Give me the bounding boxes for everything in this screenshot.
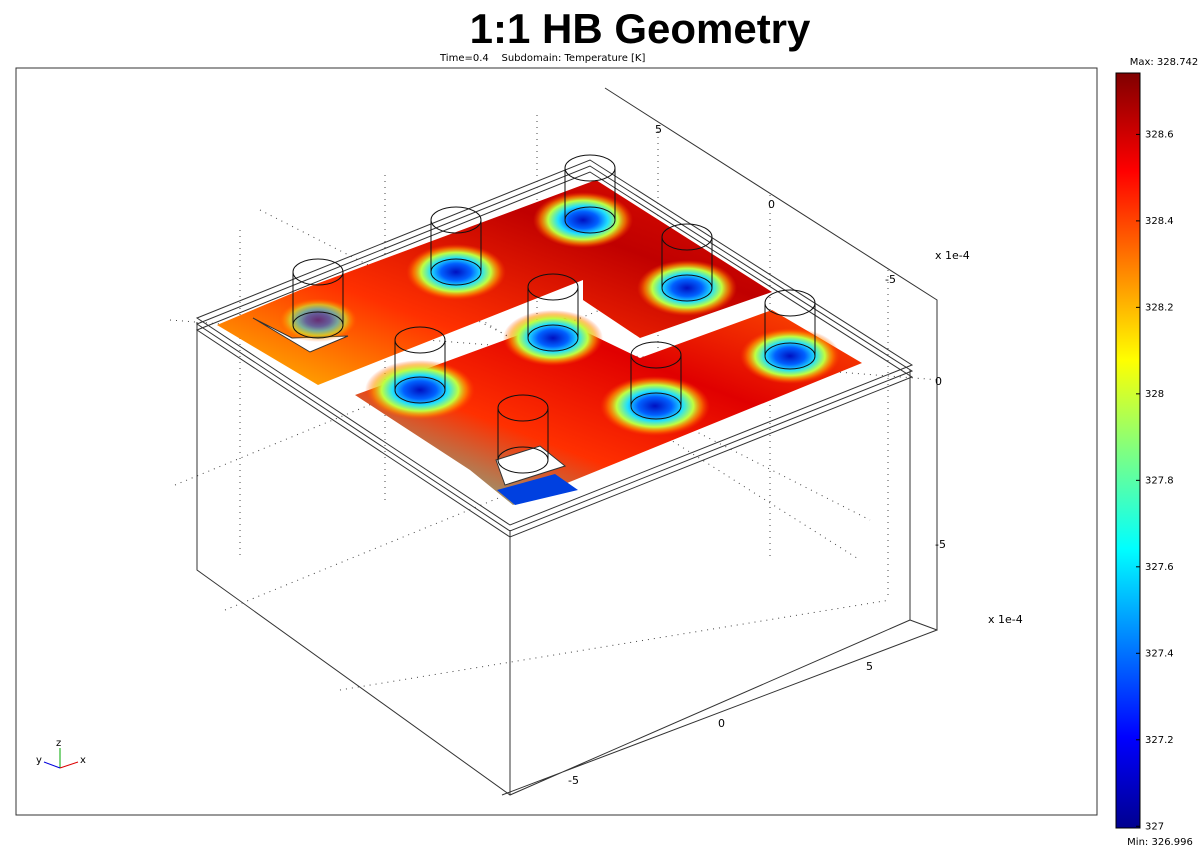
triad-label: z <box>56 738 61 749</box>
colorbar-tick-label: 327.6 <box>1145 562 1174 573</box>
colorbar <box>1116 73 1140 828</box>
colorbar-tick-label: 328.4 <box>1145 216 1174 227</box>
axis-tick: 5 <box>866 660 873 673</box>
colorbar-tick-label: 327.8 <box>1145 475 1174 486</box>
colorbar-tick-label: 327.2 <box>1145 735 1174 746</box>
axis-tick: 0 <box>935 375 942 388</box>
axis-scale: x 1e-4 <box>935 249 970 262</box>
colorbar-tick-label: 328.2 <box>1145 302 1174 313</box>
colorbar-max: Max: 328.742 <box>1130 57 1199 68</box>
page: 1:1 HB Geometry Time=0.4 Subdomain: Temp… <box>0 0 1200 852</box>
triad-label: y <box>36 755 42 766</box>
axis-tick: -5 <box>885 273 896 286</box>
title: 1:1 HB Geometry <box>470 5 811 52</box>
axis-tick: 5 <box>655 123 662 136</box>
axis-tick: -5 <box>568 774 579 787</box>
colorbar-tick-label: 328 <box>1145 389 1164 400</box>
screen: 1:1 HB Geometry Time=0.4 Subdomain: Temp… <box>0 0 1200 852</box>
colorbar-tick-label: 327 <box>1145 821 1164 832</box>
axis-tick: 0 <box>718 717 725 730</box>
colorbar-tick-label: 328.6 <box>1145 129 1174 140</box>
axis-tick: -5 <box>935 538 946 551</box>
axis-scale: x 1e-4 <box>988 613 1023 626</box>
subtitle: Time=0.4 Subdomain: Temperature [K] <box>439 53 645 64</box>
colorbar-tick-label: 327.4 <box>1145 648 1174 659</box>
triad-label: x <box>80 755 86 766</box>
colorbar-min: Min: 326.996 <box>1127 837 1193 848</box>
axis-tick: 0 <box>768 198 775 211</box>
